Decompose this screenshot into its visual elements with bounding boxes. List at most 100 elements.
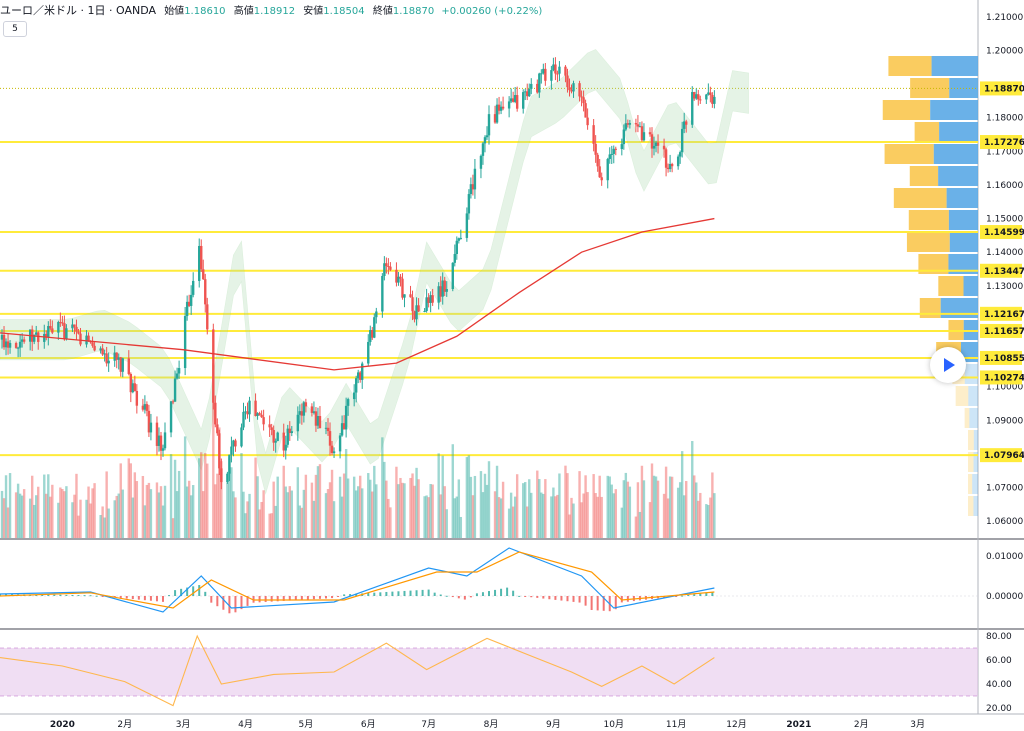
candle-body — [608, 154, 611, 160]
candle-body — [431, 295, 434, 303]
volume-bar — [135, 481, 139, 538]
volume-bar — [367, 473, 370, 538]
candle-body — [71, 324, 74, 329]
volume-bar — [387, 498, 390, 538]
candle-body — [707, 92, 710, 95]
volume-bar — [381, 437, 384, 538]
macd-histogram-bar — [421, 589, 424, 596]
candle-body — [469, 184, 473, 195]
macd-histogram-bar — [367, 593, 370, 596]
volume-bar — [612, 493, 615, 538]
macd-histogram-bar — [168, 595, 171, 597]
volume-bar — [216, 473, 219, 538]
candle-body — [65, 328, 68, 340]
volume-bar — [155, 482, 159, 538]
candle-body — [481, 143, 485, 156]
volume-bar — [409, 477, 412, 538]
candle-body — [20, 339, 24, 342]
time-tick-label: 2月 — [117, 719, 132, 730]
macd-line — [0, 547, 715, 613]
candle-body — [344, 405, 348, 430]
volume-bar — [354, 490, 358, 538]
volume-bar — [457, 479, 461, 538]
volume-bar — [666, 498, 670, 538]
volume-bar — [371, 491, 374, 538]
rsi-tick-label: 60.00 — [986, 656, 1012, 666]
macd-histogram-bar — [687, 594, 690, 596]
volume-bar — [228, 457, 231, 538]
candle-body — [75, 326, 78, 332]
macd-histogram-bar — [596, 596, 599, 611]
candle-body — [284, 444, 287, 451]
candle-body — [149, 422, 153, 433]
volume-bar — [538, 479, 541, 538]
volume-bar — [600, 496, 603, 538]
volume-bar — [705, 504, 708, 538]
volume-bar — [554, 496, 557, 538]
candle-body — [332, 451, 336, 454]
volume-profile-bar — [964, 364, 978, 384]
volume-bar — [572, 503, 575, 538]
candle-body — [624, 123, 628, 130]
volume-bar — [499, 498, 503, 538]
symbol-title: ユーロ／米ドル · 1日 · OANDA — [0, 4, 156, 17]
volume-bar — [240, 453, 243, 538]
time-tick-label: 11月 — [666, 719, 686, 730]
macd-histogram-bar — [542, 596, 545, 599]
volume-bar — [507, 508, 511, 538]
macd-histogram-bar — [198, 585, 201, 596]
candle-body — [411, 297, 414, 312]
play-icon[interactable] — [930, 347, 966, 383]
volume-bar — [528, 479, 531, 538]
candle-body — [163, 432, 167, 449]
volume-bar — [578, 471, 581, 538]
volume-bar — [30, 475, 34, 538]
candle-body — [507, 101, 511, 109]
macd-histogram-bar — [192, 586, 195, 596]
volume-bar — [584, 475, 587, 538]
volume-profile-bar — [948, 210, 978, 230]
macd-histogram-bar — [536, 596, 539, 598]
volume-profile-bar — [938, 166, 978, 186]
candle-body — [697, 94, 700, 100]
candle-body — [455, 240, 459, 254]
volume-bar — [35, 495, 38, 538]
macd-histogram-bar — [494, 589, 497, 596]
volume-bar — [191, 485, 195, 538]
macd-tick-label: 0.01000 — [986, 552, 1023, 562]
candle-body — [258, 413, 261, 415]
volume-bar — [640, 465, 644, 538]
macd-histogram-bar — [481, 592, 484, 596]
macd-histogram-bar — [258, 596, 261, 603]
candle-body — [155, 422, 159, 446]
candle-body — [401, 278, 404, 298]
volume-bar — [183, 436, 187, 538]
price-level-label: 1.10274 — [984, 373, 1024, 383]
candle-body — [361, 363, 364, 380]
volume-bar — [147, 482, 151, 538]
candle-body — [483, 137, 487, 144]
candle-body — [0, 334, 4, 340]
time-tick-label: 9月 — [546, 719, 561, 730]
volume-bar — [375, 484, 378, 538]
indicator-toggle-button[interactable]: 5 — [3, 21, 27, 37]
volume-bar — [664, 466, 668, 538]
candle-body — [606, 159, 609, 181]
candle-body — [57, 322, 60, 333]
macd-histogram-bar — [174, 590, 177, 596]
price-tick-label: 1.18000 — [986, 114, 1023, 124]
candle-body — [554, 64, 557, 74]
low-label: 安値 — [303, 6, 324, 17]
close-value: 1.18870 — [392, 6, 435, 17]
candle-body — [695, 94, 698, 99]
candle-body — [459, 237, 463, 239]
volume-profile-bar — [940, 298, 978, 318]
volume-bar — [51, 484, 54, 538]
candle-body — [234, 440, 237, 447]
candle-body — [544, 68, 547, 81]
macd-histogram-bar — [475, 593, 478, 596]
time-tick-label: 7月 — [421, 719, 436, 730]
macd-histogram-bar — [512, 590, 515, 596]
macd-histogram-bar — [518, 595, 521, 597]
